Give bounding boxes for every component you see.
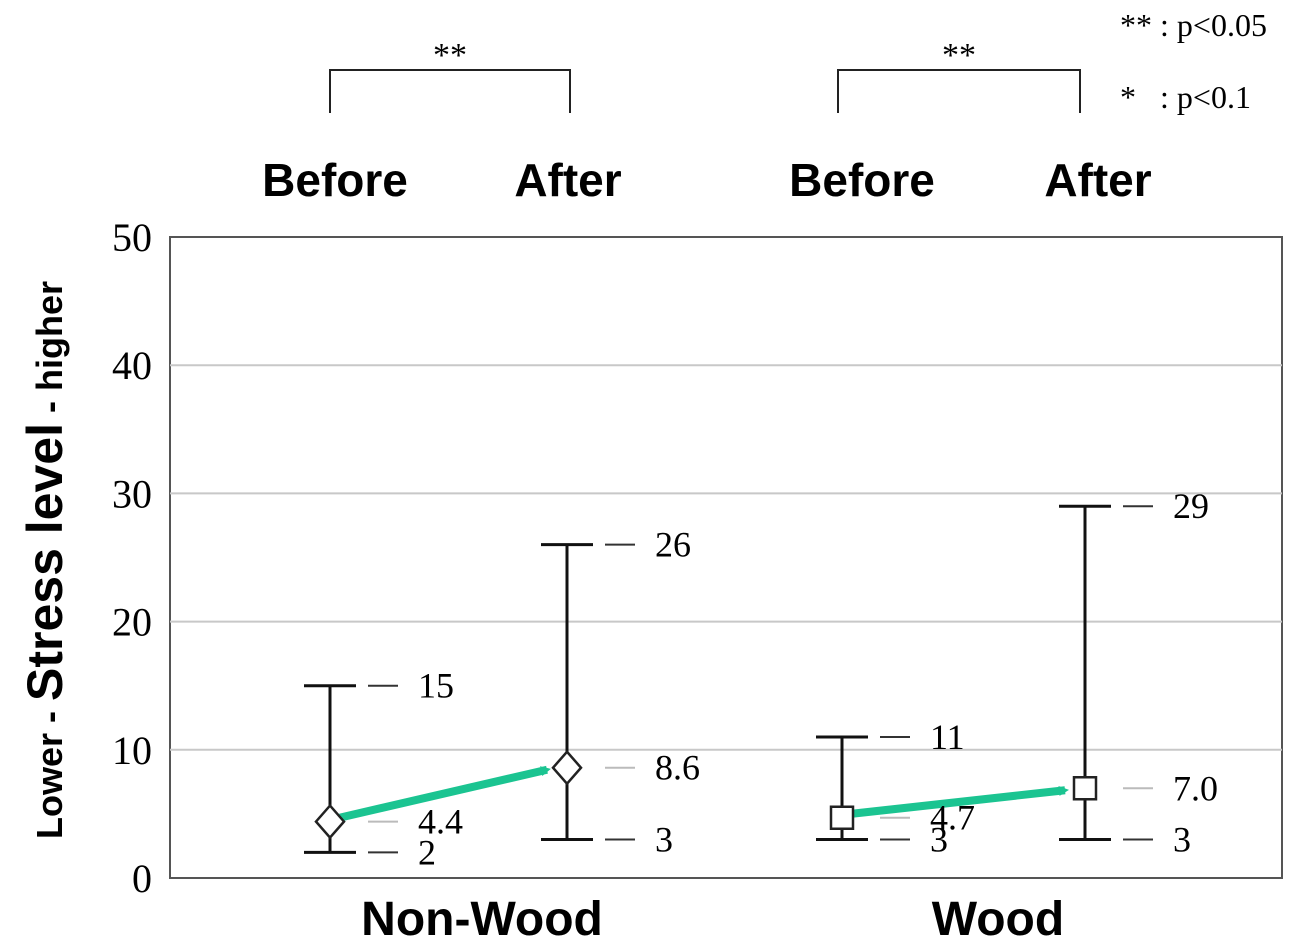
value-label-max: 26 [655,525,691,565]
legend-p01: * : p<0.1 [1120,79,1251,115]
y-axis-title-main: Stress level [17,423,73,701]
header-non-wood-before: Before [262,154,408,206]
mean-markers [314,749,1098,840]
value-label-mean: 4.4 [418,802,463,842]
y-tick-label: 0 [132,856,152,901]
value-label-max: 11 [930,717,965,757]
bracket-non-wood [329,69,571,113]
bracket-non-wood-label: ** [433,37,467,74]
trend-arrow [339,765,551,822]
y-tick-labels: 0 10 20 30 40 50 [112,215,152,901]
y-axis-title: Lower - Stress level - higher [17,281,73,839]
mean-marker-diamond [551,749,583,786]
value-label-min: 2 [418,832,436,872]
y-tick-label: 30 [112,471,152,516]
group-label-non-wood: Non-Wood [361,893,603,942]
trend-arrow [851,785,1069,818]
value-label-mean: 4.7 [930,798,975,838]
header-non-wood-after: After [514,154,621,206]
y-tick-label: 50 [112,215,152,260]
value-label-mean: 7.0 [1173,768,1218,808]
mean-marker-square [1072,776,1098,801]
y-tick-label: 10 [112,728,152,773]
plot-frame [169,236,1283,879]
y-tick-label: 20 [112,600,152,645]
header-wood-after: After [1044,154,1151,206]
value-label-min: 3 [1173,820,1191,860]
mean-marker-square [829,805,855,830]
value-label-min: 3 [930,820,948,860]
y-axis-title-higher: - higher [29,281,70,423]
header-wood-before: Before [789,154,935,206]
value-label-max: 29 [1173,486,1209,526]
y-tick-label: 40 [112,343,152,388]
bracket-wood-label: ** [942,37,976,74]
legend-p005: ** : p<0.05 [1120,7,1267,43]
value-label-mean: 8.6 [655,748,700,788]
mean-marker-diamond [314,803,346,840]
group-label-wood: Wood [932,893,1064,942]
grid-layer [170,364,1282,751]
bracket-wood [837,69,1081,113]
value-label-max: 15 [418,666,454,706]
trend-arrows [339,765,1069,822]
value-label-min: 3 [655,820,673,860]
y-axis-title-lower: Lower - [29,701,70,839]
